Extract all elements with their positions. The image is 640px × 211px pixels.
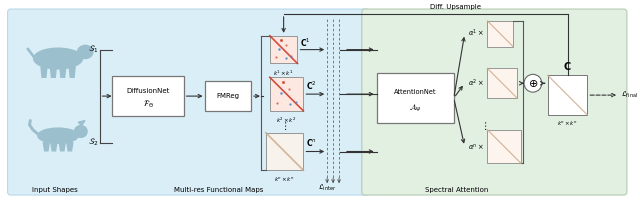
- Polygon shape: [60, 67, 66, 77]
- Text: AttentionNet: AttentionNet: [394, 89, 436, 95]
- Text: $\mathcal{A}_{\Psi}$: $\mathcal{A}_{\Psi}$: [409, 102, 421, 114]
- Ellipse shape: [78, 45, 93, 58]
- Text: $k^2\times k^2$: $k^2\times k^2$: [276, 116, 297, 126]
- Ellipse shape: [38, 128, 78, 143]
- Polygon shape: [44, 142, 49, 151]
- Text: DiffusionNet: DiffusionNet: [127, 88, 170, 94]
- Polygon shape: [51, 67, 56, 77]
- Text: $\mathbf{C}^n$: $\mathbf{C}^n$: [307, 137, 317, 148]
- Bar: [270, 77, 303, 111]
- Bar: [488, 130, 521, 163]
- Polygon shape: [60, 142, 65, 151]
- Text: $\mathbf{C}^1$: $\mathbf{C}^1$: [300, 37, 311, 49]
- Text: $\cdots$: $\cdots$: [280, 120, 291, 131]
- Bar: [488, 21, 513, 47]
- Text: $\mathcal{L}_{\mathrm{final}}$: $\mathcal{L}_{\mathrm{final}}$: [621, 90, 638, 100]
- Text: FMReg: FMReg: [217, 93, 240, 99]
- Text: $k^n\times k^n$: $k^n\times k^n$: [557, 120, 578, 128]
- FancyBboxPatch shape: [362, 9, 627, 195]
- Text: $\mathcal{S}_1$: $\mathcal{S}_1$: [88, 44, 99, 55]
- Bar: [376, 73, 454, 123]
- Bar: [266, 133, 303, 170]
- Text: Diff. Upsample: Diff. Upsample: [430, 4, 481, 10]
- Polygon shape: [78, 120, 85, 126]
- Bar: [270, 36, 298, 64]
- Text: $\mathbf{C}^2$: $\mathbf{C}^2$: [307, 80, 317, 92]
- Text: Multi-res Functional Maps: Multi-res Functional Maps: [175, 187, 264, 193]
- Bar: [488, 68, 517, 98]
- Text: $\oplus$: $\oplus$: [528, 78, 538, 89]
- Text: Spectral Attention: Spectral Attention: [425, 187, 488, 193]
- Polygon shape: [51, 142, 57, 151]
- Bar: [113, 76, 184, 116]
- Ellipse shape: [34, 48, 83, 69]
- Text: $k^n\times k^n$: $k^n\times k^n$: [275, 176, 295, 184]
- Polygon shape: [77, 48, 84, 57]
- Polygon shape: [67, 142, 73, 151]
- Text: $\mathbf{C}$: $\mathbf{C}$: [563, 60, 572, 72]
- Text: $\alpha^1\times$: $\alpha^1\times$: [468, 28, 483, 39]
- Polygon shape: [41, 67, 47, 77]
- FancyBboxPatch shape: [8, 9, 370, 195]
- Bar: [548, 75, 588, 115]
- Text: $\alpha^2\times$: $\alpha^2\times$: [468, 78, 483, 89]
- Circle shape: [524, 74, 542, 92]
- Bar: [205, 81, 251, 111]
- Text: $k^1\times k^1$: $k^1\times k^1$: [273, 69, 294, 78]
- Text: $\cdots$: $\cdots$: [481, 120, 490, 131]
- Ellipse shape: [74, 126, 87, 137]
- Text: $\mathcal{L}_{\mathrm{inter}}$: $\mathcal{L}_{\mathrm{inter}}$: [317, 183, 336, 193]
- Text: $\alpha^n\times$: $\alpha^n\times$: [468, 142, 483, 151]
- Text: Input Shapes: Input Shapes: [31, 187, 77, 193]
- Text: $\mathcal{S}_2$: $\mathcal{S}_2$: [88, 137, 99, 148]
- Polygon shape: [69, 67, 75, 77]
- Text: $\mathcal{F}_{\Theta}$: $\mathcal{F}_{\Theta}$: [143, 98, 154, 110]
